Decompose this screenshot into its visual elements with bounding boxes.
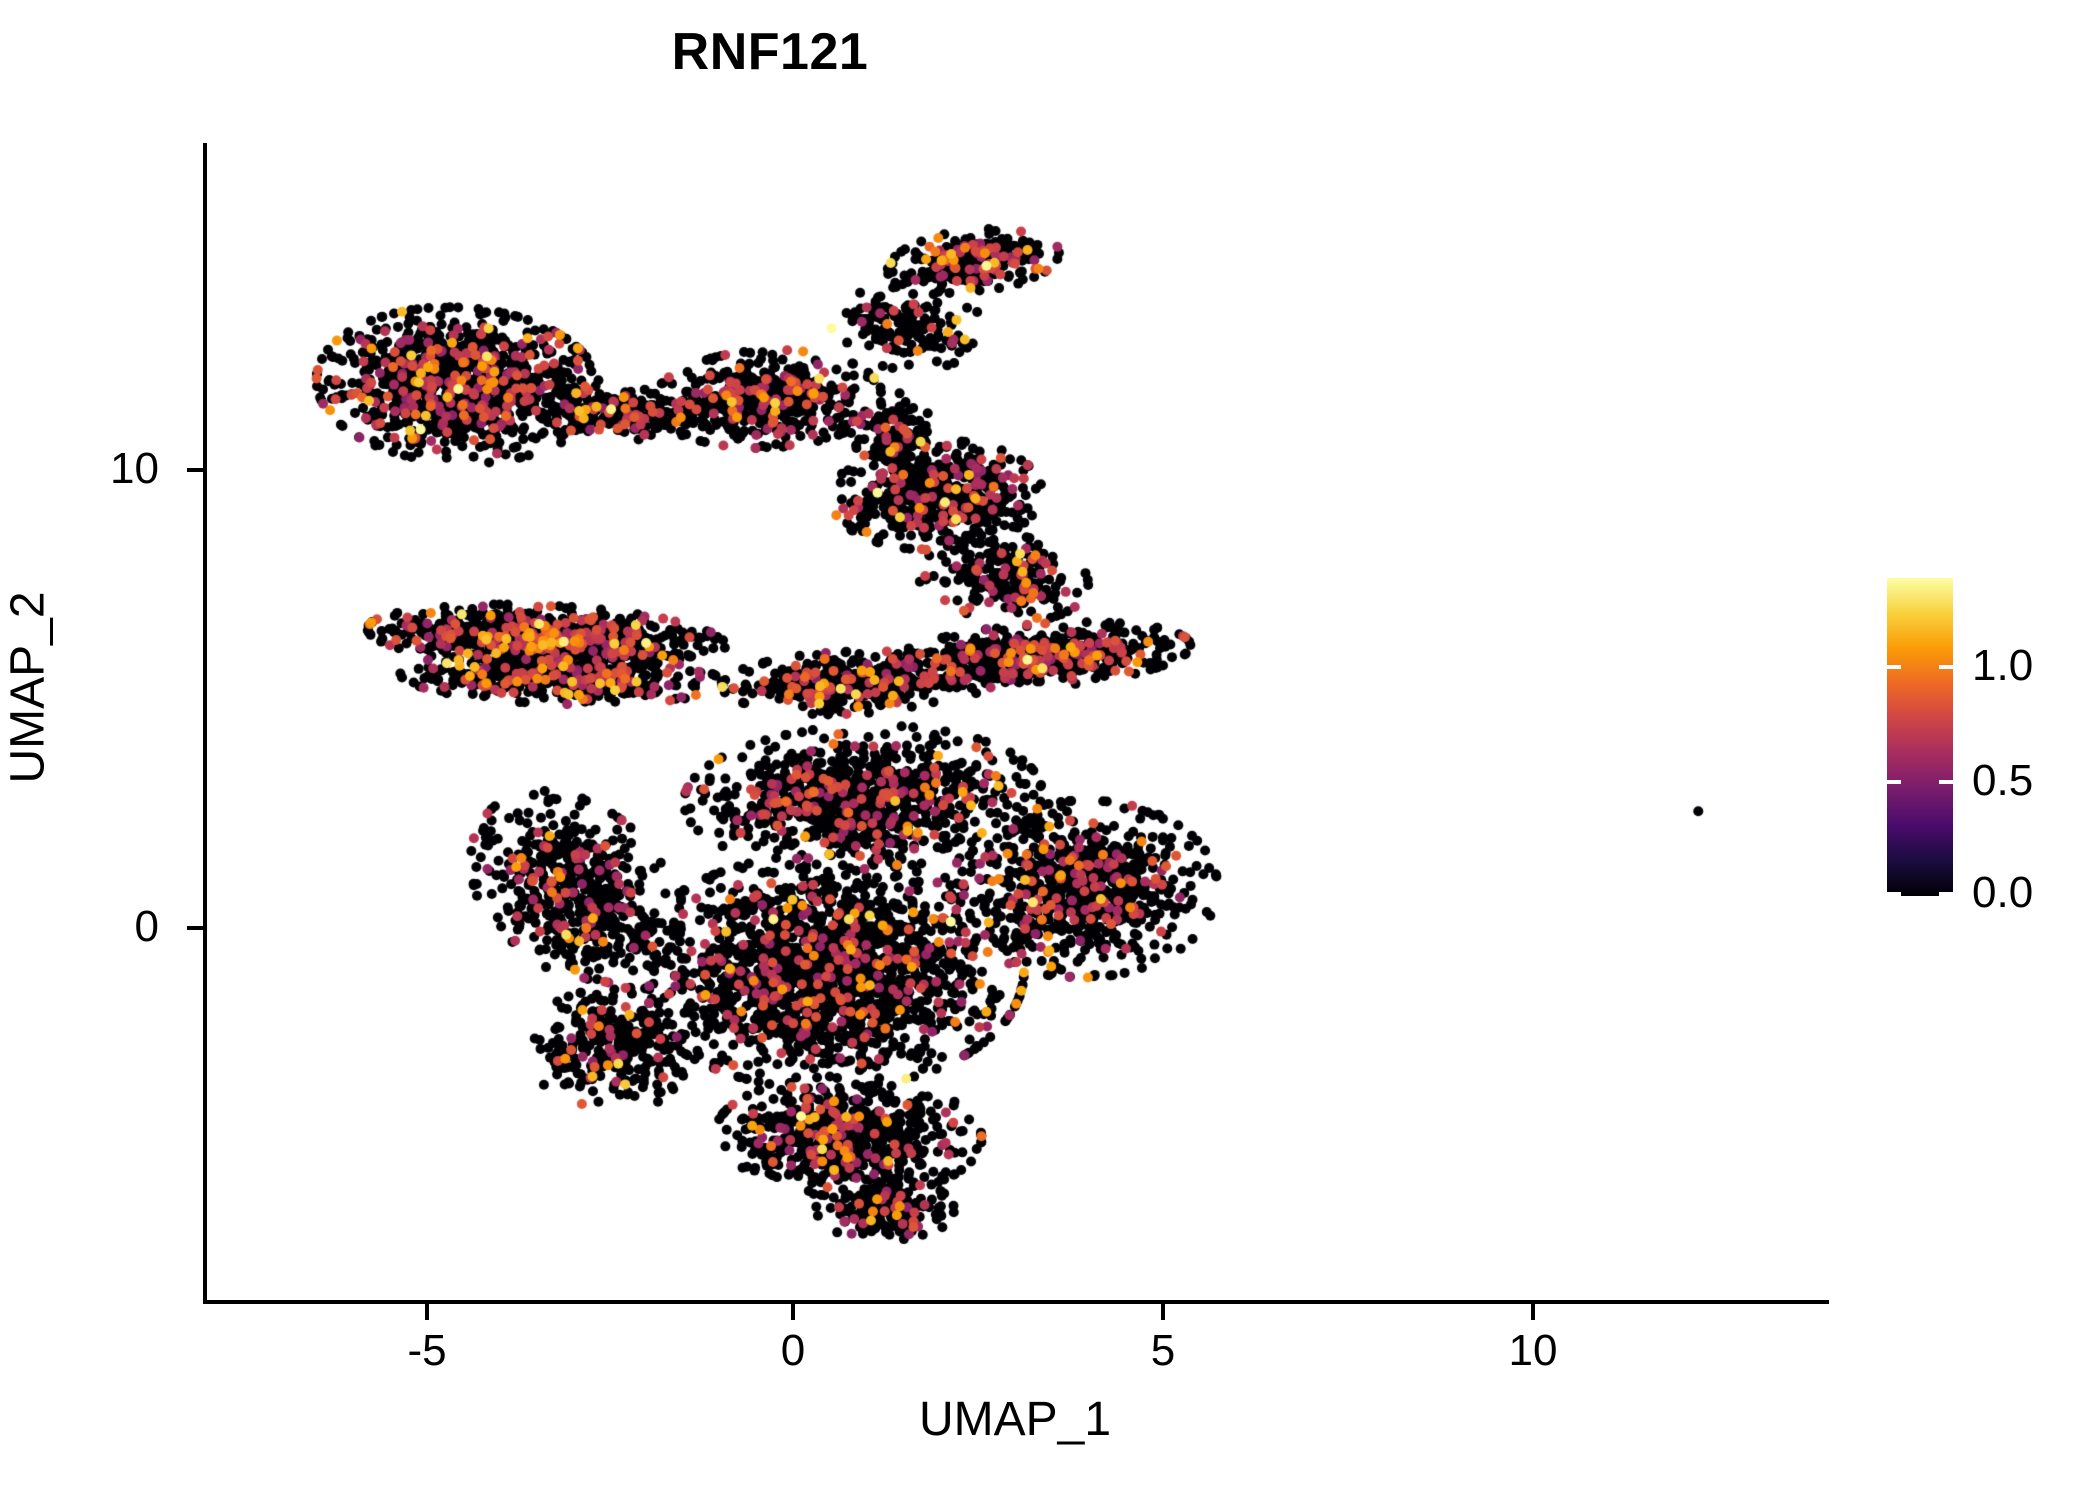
colorbar-label-1: 1.0 — [1972, 641, 2034, 690]
colorbar-tick-0b — [1939, 892, 1953, 896]
x-tick-label-5: 5 — [1150, 1326, 1176, 1375]
colorbar-label-05: 0.5 — [1972, 756, 2034, 805]
x-axis-title: UMAP_1 — [918, 1393, 1112, 1446]
colorbar — [1887, 578, 1953, 896]
colorbar-tick-05 — [1887, 780, 1901, 784]
x-tick-mark-neg5 — [425, 1304, 429, 1320]
x-tick-label-0: 0 — [780, 1326, 806, 1375]
y-tick-mark-0 — [187, 926, 203, 930]
y-axis-title: UMAP_2 — [1, 591, 55, 784]
colorbar-tick-1 — [1887, 665, 1901, 669]
y-tick-mark-10 — [187, 468, 203, 472]
colorbar-gradient — [1887, 578, 1953, 896]
x-tick-label-neg5: -5 — [407, 1326, 447, 1375]
x-axis-line — [203, 1300, 1829, 1304]
x-tick-mark-5 — [1161, 1304, 1165, 1320]
y-tick-label-0: 0 — [134, 902, 159, 951]
colorbar-tick-1b — [1939, 665, 1953, 669]
x-tick-mark-0 — [791, 1304, 795, 1320]
colorbar-tick-0 — [1887, 892, 1901, 896]
y-tick-label-10: 10 — [110, 444, 159, 493]
y-axis-line — [203, 143, 207, 1304]
x-tick-mark-10 — [1531, 1304, 1535, 1320]
colorbar-label-0: 0.0 — [1972, 868, 2034, 917]
colorbar-tick-05b — [1939, 780, 1953, 784]
x-tick-label-10: 10 — [1508, 1326, 1558, 1375]
